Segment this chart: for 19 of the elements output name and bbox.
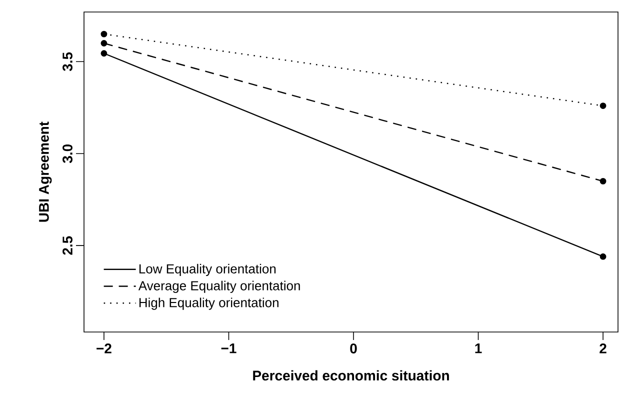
x-tick-label: 1	[475, 344, 482, 354]
point	[600, 178, 606, 184]
legend-label: Low Equality orientation	[139, 264, 276, 276]
legend-label: Average Equality orientation	[138, 280, 300, 293]
y-tick-label: 3.5	[62, 52, 72, 72]
y-axis-title: UBI Agreement	[39, 122, 52, 222]
y-tick-label: 3.0	[62, 144, 72, 164]
legend-label: High Equality orientation	[139, 298, 278, 310]
point	[100, 50, 108, 57]
x-tick-label: 0	[350, 344, 357, 354]
point	[600, 253, 606, 260]
x-tick-label: −2	[96, 344, 112, 354]
x-tick-label: 2	[600, 344, 606, 354]
point	[100, 30, 108, 38]
point	[100, 40, 108, 46]
point	[600, 102, 606, 109]
y-tick-label: 2.5	[62, 236, 72, 255]
x-axis-title: Perceived economic situation	[253, 370, 449, 381]
x-tick-label: −1	[221, 344, 236, 354]
